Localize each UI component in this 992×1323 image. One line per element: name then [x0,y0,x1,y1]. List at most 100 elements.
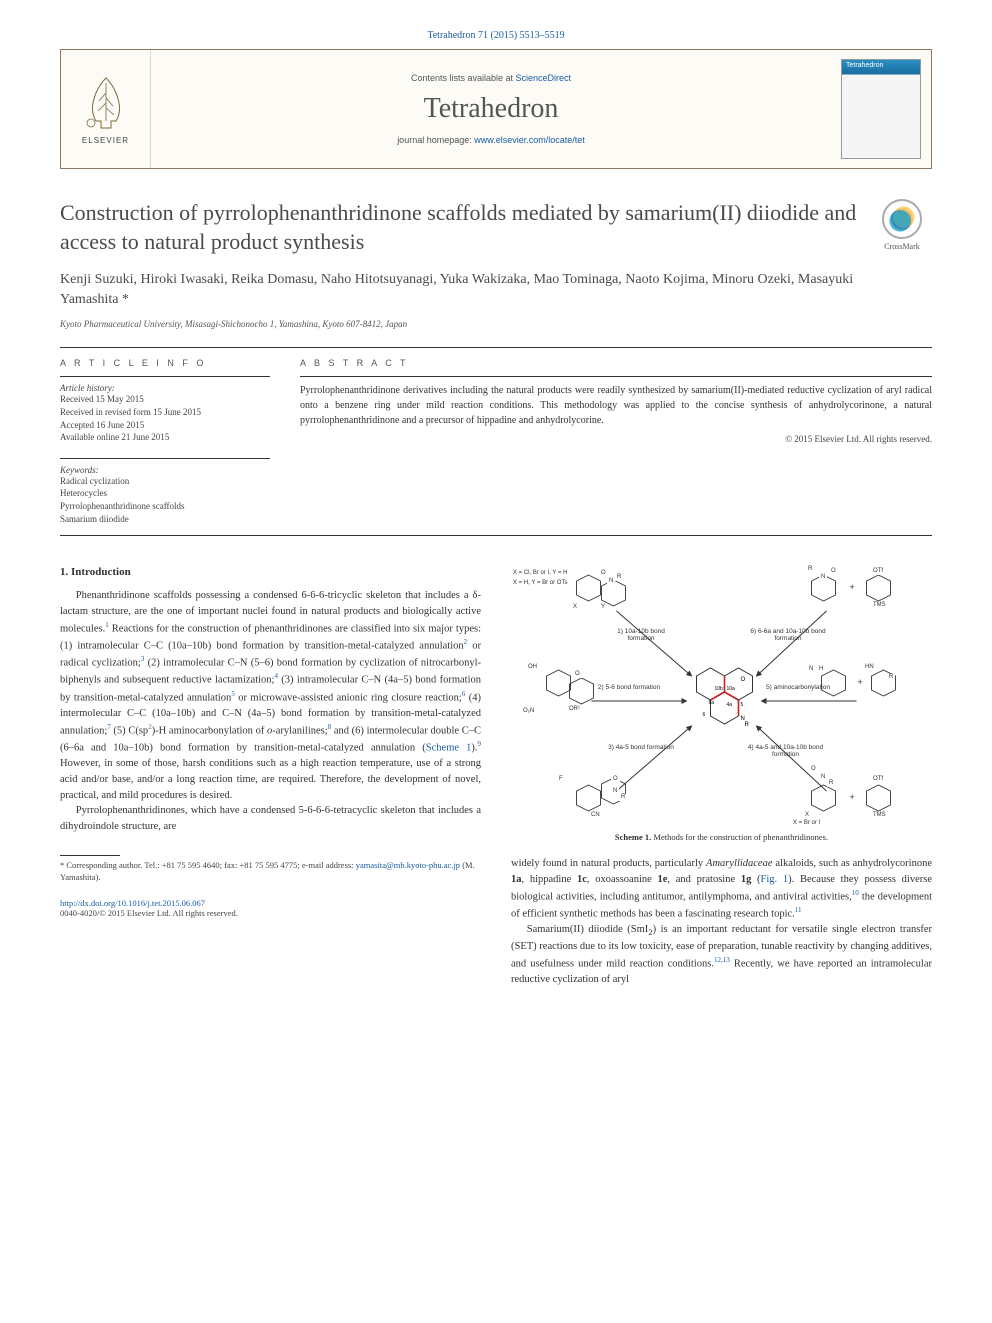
history-online: Available online 21 June 2015 [60,431,270,444]
keyword-2: Pyrrolophenanthridinone scaffolds [60,500,270,513]
affiliation: Kyoto Pharmaceutical University, Misasag… [60,319,862,329]
right-column: O N R 10b 10a 6a 4a 5 6 [511,566,932,988]
frag-tms-tr: TMS [871,602,888,609]
history-label: Article history: [60,383,270,393]
doi-link[interactable]: http://dx.doi.org/10.1016/j.tet.2015.06.… [60,898,205,908]
frag-hn: HN [863,664,876,671]
svg-text:+: + [850,582,855,592]
frag-oh: OH [526,664,539,671]
banner-center: Contents lists available at ScienceDirec… [151,65,831,153]
info-divider-2 [60,458,270,459]
journal-name: Tetrahedron [159,93,823,125]
p3e: , hippadine [522,874,577,885]
article-title: Construction of pyrrolophenanthridinone … [60,199,862,256]
homepage-link[interactable]: www.elsevier.com/locate/tet [474,135,585,145]
p3k: ( [751,874,760,885]
sciencedirect-link[interactable]: ScienceDirect [516,73,572,83]
scheme-1-figure: O N R 10b 10a 6a 4a 5 6 [511,566,932,826]
journal-cover-thumbnail [841,59,921,159]
contents-lists-line: Contents lists available at ScienceDirec… [159,73,823,83]
ref-10[interactable]: 10 [852,889,859,897]
svg-text:10b: 10b [715,686,724,692]
crossmark-label: CrossMark [884,242,920,251]
homepage-line: journal homepage: www.elsevier.com/locat… [159,135,823,145]
frag-r-br: R [827,780,835,787]
svg-text:4a: 4a [727,702,733,708]
frag-tms-br: TMS [871,812,888,819]
svg-text:O: O [741,677,746,683]
section-1-heading: 1. Introduction [60,566,481,578]
elsevier-logo: ELSEVIER [61,50,151,168]
frag-x-br: X [803,812,811,819]
p1h2: )-H aminocarbonylation of [152,725,267,736]
p3a: widely found in natural products, partic… [511,858,706,869]
abstract-block: A B S T R A C T Pyrrolophenanthridinone … [300,358,932,525]
frag-or1: OR¹ [567,706,582,713]
scheme-xbri: X = Br or I [791,820,822,827]
article-info-block: A R T I C L E I N F O Article history: R… [60,358,270,525]
contents-prefix: Contents lists available at [411,73,516,83]
svg-text:5: 5 [741,702,744,708]
frag-o-tl: O [599,570,608,577]
svg-text:R: R [745,722,750,728]
svg-text:6a: 6a [709,700,715,706]
history-revised: Received in revised form 15 June 2015 [60,406,270,419]
history-accepted: Accepted 16 June 2015 [60,419,270,432]
svg-text:+: + [850,792,855,802]
left-column: 1. Introduction Phenanthridinone scaffol… [60,566,481,988]
authors-line: Kenji Suzuki, Hiroki Iwasaki, Reika Doma… [60,270,862,309]
frag-o: O [573,671,582,678]
scheme-label-tl2: X = H, Y = Br or OTs [511,580,569,587]
frag-r-tr: R [806,566,814,573]
abstract-divider [300,376,932,377]
frag-otf-tr: OTf [871,568,885,575]
ref-11[interactable]: 11 [795,906,802,914]
p3d: 1a [511,874,522,885]
scheme-arrow-3-label: 3) 4a-5 bond formation [606,744,676,751]
scheme-arrow-5-label: 5) aminocarbonylation [753,684,843,691]
p4a: Samarium(II) diiodide (SmI [527,924,649,935]
crossmark-icon [882,199,922,239]
ref-12-13[interactable]: 12,13 [714,956,730,964]
title-divider [60,347,932,348]
info-divider-1 [60,376,270,377]
author-email-link[interactable]: yamasita@mb.kyoto-phu.ac.jp [356,860,460,870]
p1b: Reactions for the construction of phenan… [60,623,481,651]
scheme-1-link[interactable]: Scheme 1 [426,742,472,753]
abstract-copyright: © 2015 Elsevier Ltd. All rights reserved… [300,434,932,444]
publisher-label: ELSEVIER [82,136,129,145]
ref-9[interactable]: 9 [477,740,481,748]
doi-copyright: 0040-4020/© 2015 Elsevier Ltd. All right… [60,908,238,918]
p1f: or microwave-assisted anionic ring closu… [235,692,462,703]
scheme-arrow-6-label: 6) 6-6a and 10a-10b bond formation [743,628,833,642]
scheme-caption-rest: Methods for the construction of phenanth… [651,832,828,842]
frag-cn: CN [589,812,602,819]
history-received: Received 15 May 2015 [60,393,270,406]
journal-header-banner: ELSEVIER Contents lists available at Sci… [60,49,932,169]
scheme-arrow-2-label: 2) 5-6 bond formation [589,684,669,691]
p1h4: -arylanilines; [272,725,327,736]
p1h: (5) C(sp [111,725,148,736]
p3g: , oxoassoanine [587,874,658,885]
p3j: 1g [741,874,752,885]
scheme-1-caption: Scheme 1. Methods for the construction o… [511,832,932,842]
keyword-1: Heterocycles [60,487,270,500]
frag-r-bl: R [619,794,627,801]
footnote-text-a: * Corresponding author. Tel.: +81 75 595… [60,860,356,870]
frag-r-mr: R [887,674,895,681]
crossmark-badge[interactable]: CrossMark [872,199,932,251]
frag-x-tl: X [571,604,579,611]
frag-h-mr: H [817,666,825,673]
footnote-divider [60,855,120,856]
p1l: However, in some of those, harsh conditi… [60,758,481,801]
svg-text:+: + [858,677,863,687]
p3b: Amaryllidaceae [706,858,772,869]
frag-n-tr: N [819,574,827,581]
frag-otf-br: OTf [871,776,885,783]
frag-y-tl: Y [599,604,607,611]
doi-block: http://dx.doi.org/10.1016/j.tet.2015.06.… [60,898,481,918]
fig-1-link[interactable]: Fig. 1 [761,874,789,885]
frag-n-mr: N [807,666,815,673]
keyword-3: Samarium diiodide [60,513,270,526]
keyword-0: Radical cyclization [60,475,270,488]
